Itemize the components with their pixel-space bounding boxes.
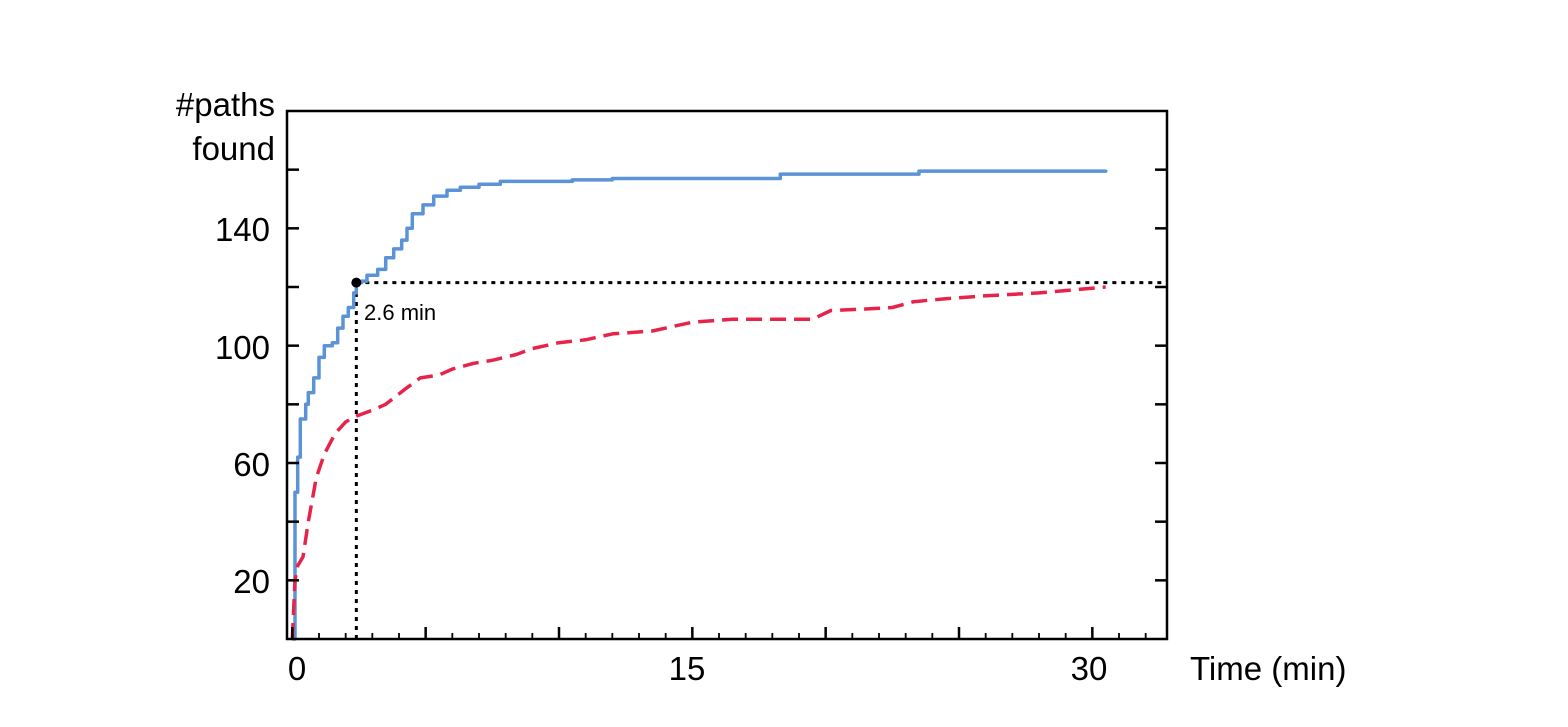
series-line-2 bbox=[290, 285, 1106, 640]
annotation-label: 2.6 min bbox=[364, 300, 436, 325]
plot-marks bbox=[290, 169, 1167, 641]
annotation-point bbox=[351, 277, 362, 288]
plot-frame bbox=[285, 109, 1169, 641]
x-tick-label-30: 30 bbox=[1071, 650, 1108, 687]
y-axis-title-line-2: found bbox=[192, 130, 275, 167]
x-tick-label-15: 15 bbox=[669, 650, 706, 687]
y-axis-title-line-1: #paths bbox=[176, 86, 275, 123]
x-tick-label-0: 0 bbox=[288, 650, 306, 687]
y-tick-label-140: 140 bbox=[215, 211, 270, 248]
axis-ticks bbox=[287, 168, 1167, 639]
series-line-1 bbox=[292, 169, 1108, 641]
y-tick-label-20: 20 bbox=[233, 563, 270, 600]
y-tick-label-100: 100 bbox=[215, 329, 270, 366]
y-tick-label-60: 60 bbox=[233, 446, 270, 483]
x-axis-title: Time (min) bbox=[1190, 650, 1346, 687]
